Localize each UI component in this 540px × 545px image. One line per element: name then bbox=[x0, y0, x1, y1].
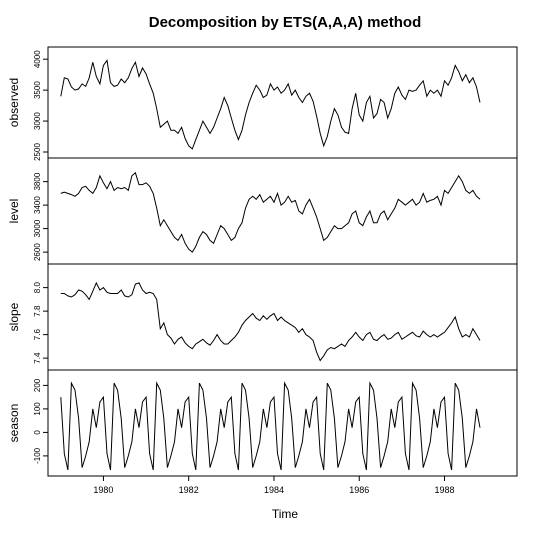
panel-season: -100 0 100 200 season bbox=[7, 369, 518, 477]
y-axis-label-observed: observed bbox=[7, 78, 21, 127]
panels-layer: 2500 3000 3500 4000 observed 2600 3000 3400 3800… bbox=[7, 46, 518, 477]
y-tick-label-observed: 3500 bbox=[33, 81, 42, 99]
y-tick-label-slope: 7.8 bbox=[33, 305, 42, 317]
panel-frame-season bbox=[47, 369, 518, 477]
x-tick-label: 1988 bbox=[435, 485, 455, 495]
x-tick-label: 1980 bbox=[93, 485, 113, 495]
y-tick-label-slope: 8.0 bbox=[33, 282, 42, 294]
y-tick-label-season: -100 bbox=[33, 447, 42, 464]
panel-frame-level bbox=[47, 157, 518, 265]
x-tick-label: 1986 bbox=[349, 485, 369, 495]
y-tick-label-season: 0 bbox=[33, 430, 42, 435]
y-tick-label-observed: 4000 bbox=[33, 50, 42, 68]
x-axis-label: Time bbox=[272, 507, 299, 521]
series-line-season bbox=[60, 381, 481, 471]
y-tick-label-observed: 3000 bbox=[33, 112, 42, 130]
chart-title: Decomposition by ETS(A,A,A) method bbox=[149, 14, 422, 31]
panel-observed: 2500 3000 3500 4000 observed bbox=[7, 46, 518, 161]
x-tick-label: 1984 bbox=[264, 485, 284, 495]
panel-slope: 7.4 7.6 7.8 8.0 slope bbox=[7, 263, 518, 371]
panel-frame-observed bbox=[47, 46, 518, 159]
y-tick-label-season: 100 bbox=[33, 402, 42, 416]
y-tick-label-level: 3400 bbox=[33, 196, 42, 214]
y-axis-label-slope: slope bbox=[7, 302, 21, 331]
y-tick-label-slope: 7.4 bbox=[33, 352, 42, 364]
y-tick-label-level: 3000 bbox=[33, 219, 42, 237]
y-tick-label-level: 3800 bbox=[33, 172, 42, 190]
y-tick-label-observed: 2500 bbox=[33, 143, 42, 161]
series-line-slope bbox=[60, 281, 481, 362]
panel-level: 2600 3000 3400 3800 level bbox=[7, 157, 518, 265]
y-axis-label-season: season bbox=[7, 404, 21, 443]
series-line-level bbox=[60, 171, 481, 253]
panel-frame-slope bbox=[47, 263, 518, 371]
series-line-observed bbox=[60, 59, 481, 150]
x-tick-label: 1982 bbox=[179, 485, 199, 495]
y-tick-label-level: 2600 bbox=[33, 243, 42, 261]
y-axis-label-level: level bbox=[7, 199, 21, 224]
x-axis: 1980 1982 1984 1986 1988 bbox=[93, 476, 455, 495]
y-tick-label-slope: 7.6 bbox=[33, 329, 42, 341]
y-tick-label-season: 200 bbox=[33, 378, 42, 392]
